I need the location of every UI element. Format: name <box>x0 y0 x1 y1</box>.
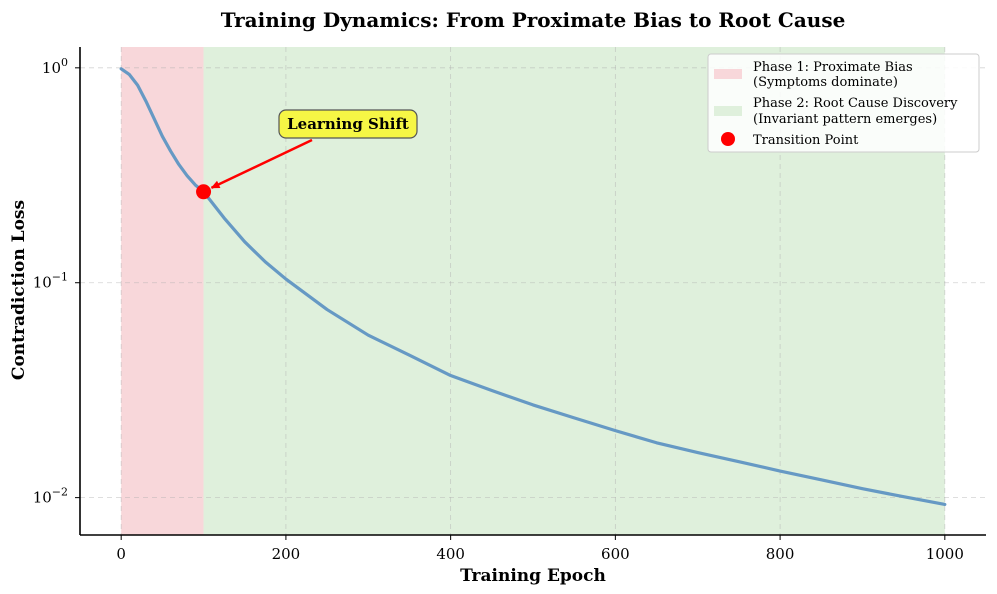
legend-phase1-label: Phase 1: Proximate Bias <box>753 60 913 75</box>
x-tick-label: 400 <box>436 545 465 563</box>
chart-title: Training Dynamics: From Proximate Bias t… <box>221 8 846 32</box>
legend-transition-marker <box>721 132 735 146</box>
legend-transition-label: Transition Point <box>753 133 859 148</box>
y-tick-label: 10−2 <box>33 486 68 507</box>
legend-box <box>707 53 980 153</box>
loss-curve <box>119 67 947 506</box>
x-tick-label: 600 <box>601 545 630 563</box>
legend: Phase 1: Proximate Bias(Symptoms dominat… <box>707 53 980 153</box>
legend-phase2-swatch <box>714 106 742 116</box>
legend-phase1-subtitle: (Symptoms dominate) <box>753 75 898 90</box>
x-tick-label: 1000 <box>926 545 964 563</box>
y-tick-label: 100 <box>42 56 68 77</box>
x-tick-label: 200 <box>272 545 301 563</box>
x-axis-label: Training Epoch <box>460 566 606 586</box>
annotation-arrow <box>210 138 313 189</box>
annotation-box <box>278 109 418 139</box>
x-tick-label: 800 <box>766 545 795 563</box>
phase1-region <box>121 47 204 535</box>
transition-point <box>196 184 212 200</box>
legend-phase1-swatch <box>714 69 742 79</box>
y-axis-label: Contradiction Loss <box>9 200 29 380</box>
legend-phase2-label: Phase 2: Root Cause Discovery <box>753 96 958 111</box>
y-tick-label: 10−1 <box>33 271 68 292</box>
legend-phase2-subtitle: (Invariant pattern emerges) <box>753 112 937 127</box>
annotation-label: Learning Shift <box>287 115 409 133</box>
x-tick-label: 0 <box>116 545 126 563</box>
